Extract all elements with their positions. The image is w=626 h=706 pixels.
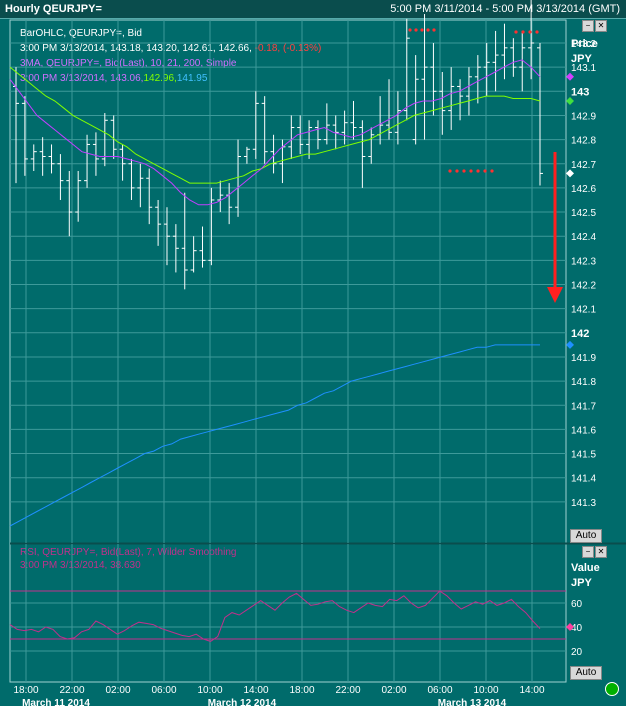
signal-marker	[469, 169, 473, 173]
x-tick-label: 10:00	[473, 685, 498, 696]
legend-series-line: BarOHLC, QEURJPY=, Bid	[20, 28, 142, 39]
x-tick-label: 06:00	[427, 685, 452, 696]
x-tick-label: 18:00	[289, 685, 314, 696]
price-legend: BarOHLC, QEURJPY=, Bid 3:00 PM 3/13/2014…	[20, 28, 321, 84]
signal-marker	[483, 169, 487, 173]
x-tick-label: 02:00	[381, 685, 406, 696]
last-value-marker	[566, 96, 574, 105]
signal-marker	[448, 169, 452, 173]
date-label: March 13 2014	[438, 698, 507, 706]
x-tick-label: 14:00	[243, 685, 268, 696]
x-tick-label: 18:00	[13, 685, 38, 696]
y-tick-label: 143.1	[571, 63, 596, 74]
y-tick-label: 142.6	[571, 184, 596, 195]
connection-status-icon	[605, 682, 619, 696]
date-range: 5:00 PM 3/11/2014 - 5:00 PM 3/13/2014 (G…	[390, 3, 620, 15]
signal-marker	[490, 169, 494, 173]
last-value-marker	[566, 72, 574, 81]
y-tick-label: 142.2	[571, 281, 596, 292]
rsi-last-value-marker	[566, 623, 574, 631]
trend-arrow-head	[547, 287, 563, 303]
y-tick-label: 141.9	[571, 353, 596, 364]
legend-ma-prefix: 3:00 PM 3/13/2014,	[20, 73, 110, 84]
signal-marker	[476, 169, 480, 173]
y-tick-label: 141.3	[571, 498, 596, 509]
y-tick-label: 143.2	[571, 39, 596, 50]
legend-ma10: 143.06,	[110, 73, 143, 84]
legend-change: -0.18, (-0.13%)	[255, 43, 322, 54]
y-tick-label: 141.5	[571, 450, 596, 461]
ma10-line	[9, 59, 541, 206]
rsi-tick-label: 20	[571, 647, 583, 658]
y-tick-label: 143	[571, 86, 589, 98]
y-tick-label: 141.7	[571, 401, 596, 412]
rsi-legend-line: RSI, QEURJPY=, Bid(Last), 7, Wilder Smoo…	[20, 547, 236, 558]
signal-marker	[408, 28, 412, 32]
legend-ma200: 141.95	[177, 73, 208, 84]
rsi-auto-scale-button[interactable]: Auto	[570, 666, 602, 680]
rsi-pane-close-button[interactable]: ✕	[595, 546, 607, 558]
price-pane-close-button[interactable]: ✕	[595, 20, 607, 32]
rsi-legend: RSI, QEURJPY=, Bid(Last), 7, Wilder Smoo…	[20, 547, 236, 571]
signal-marker	[432, 28, 436, 32]
signal-marker	[514, 30, 518, 34]
signal-marker	[521, 30, 525, 34]
signal-marker	[426, 28, 430, 32]
y-tick-label: 141.8	[571, 377, 596, 388]
price-auto-scale-button[interactable]: Auto	[570, 529, 602, 543]
price-pane-minimize-button[interactable]: −	[582, 20, 594, 32]
y-tick-label: 142	[571, 328, 589, 340]
y-tick-label: 141.6	[571, 425, 596, 436]
date-label: March 12 2014	[208, 698, 277, 706]
y-tick-label: 142.8	[571, 136, 596, 147]
signal-marker	[455, 169, 459, 173]
signal-marker	[414, 28, 418, 32]
ma200-line	[9, 344, 540, 527]
rsi-pane-minimize-button[interactable]: −	[582, 546, 594, 558]
y-tick-label: 142.4	[571, 232, 596, 243]
price-axis-title: Price	[571, 38, 598, 50]
rsi-legend-values: 3:00 PM 3/13/2014, 38.630	[20, 560, 141, 571]
rsi-tick-label: 40	[571, 623, 583, 634]
x-tick-label: 06:00	[151, 685, 176, 696]
price-pane-frame	[9, 19, 567, 544]
rsi-axis-title: Value	[571, 562, 600, 574]
ma21-line	[9, 66, 541, 184]
y-tick-label: 142.5	[571, 208, 596, 219]
y-tick-label: 142.9	[571, 111, 596, 122]
legend-ohlc-prefix: 3:00 PM 3/13/2014, 143.18, 143.20, 142.6…	[20, 43, 255, 54]
x-tick-label: 02:00	[105, 685, 130, 696]
window-title: Hourly QEURJPY=	[5, 3, 102, 15]
legend-ma21: 142.96,	[143, 73, 176, 84]
legend-ohlc-values: 3:00 PM 3/13/2014, 143.18, 143.20, 142.6…	[20, 43, 321, 54]
y-tick-label: 142.7	[571, 160, 596, 171]
x-tick-label: 22:00	[59, 685, 84, 696]
price-axis-unit: JPY	[571, 53, 592, 65]
legend-ma-values: 3:00 PM 3/13/2014, 143.06,142.96,141.95	[20, 73, 208, 84]
signal-marker	[420, 28, 424, 32]
last-value-marker	[566, 340, 574, 349]
rsi-tick-label: 60	[571, 599, 583, 610]
x-tick-label: 22:00	[335, 685, 360, 696]
last-value-marker	[566, 169, 574, 178]
x-tick-label: 14:00	[519, 685, 544, 696]
rsi-line	[9, 590, 541, 642]
x-tick-label: 10:00	[197, 685, 222, 696]
signal-marker	[462, 169, 466, 173]
legend-ma-line: 3MA, QEURJPY=, Bid(Last), 10, 21, 200, S…	[20, 58, 237, 69]
y-tick-label: 142.1	[571, 305, 596, 316]
window-titlebar: Hourly QEURJPY= 5:00 PM 3/11/2014 - 5:00…	[0, 0, 626, 19]
signal-marker	[528, 30, 532, 34]
rsi-axis-unit: JPY	[571, 577, 592, 589]
date-label: March 11 2014	[22, 698, 90, 706]
plot-layer: 18:00 22:00 02:00 06:00 10:00 14:00 18:00 22:00…	[9, 0, 626, 706]
y-tick-label: 142.3	[571, 256, 596, 267]
signal-marker	[535, 30, 539, 34]
y-tick-label: 141.4	[571, 474, 596, 485]
